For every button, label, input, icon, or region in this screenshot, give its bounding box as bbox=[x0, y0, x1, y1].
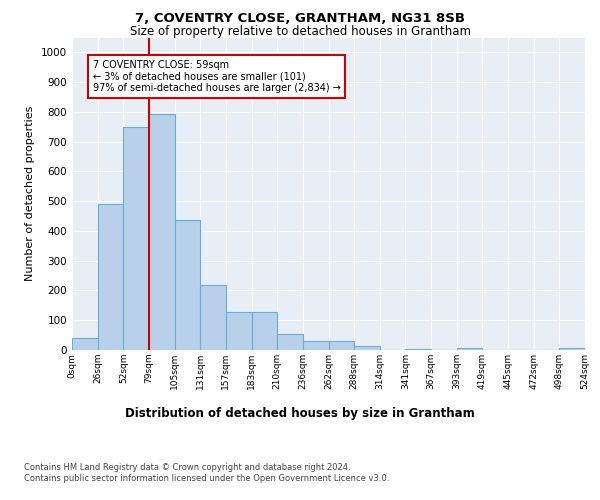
Bar bbox=[124, 128, 149, 350]
Text: Contains public sector information licensed under the Open Government Licence v3: Contains public sector information licen… bbox=[24, 474, 389, 483]
Bar bbox=[354, 346, 380, 350]
Y-axis label: Number of detached properties: Number of detached properties bbox=[25, 106, 35, 282]
Bar bbox=[329, 342, 354, 350]
Text: 7, COVENTRY CLOSE, GRANTHAM, NG31 8SB: 7, COVENTRY CLOSE, GRANTHAM, NG31 8SB bbox=[135, 12, 465, 26]
Bar bbox=[72, 338, 98, 350]
Bar bbox=[406, 348, 431, 350]
Bar bbox=[251, 312, 277, 350]
Bar bbox=[149, 114, 175, 350]
Bar bbox=[277, 334, 303, 350]
Bar bbox=[559, 348, 585, 350]
Text: Size of property relative to detached houses in Grantham: Size of property relative to detached ho… bbox=[130, 25, 470, 38]
Bar bbox=[226, 312, 251, 350]
Bar bbox=[175, 220, 200, 350]
Bar bbox=[457, 348, 482, 350]
Text: 7 COVENTRY CLOSE: 59sqm
← 3% of detached houses are smaller (101)
97% of semi-de: 7 COVENTRY CLOSE: 59sqm ← 3% of detached… bbox=[92, 60, 340, 93]
Text: Distribution of detached houses by size in Grantham: Distribution of detached houses by size … bbox=[125, 408, 475, 420]
Bar bbox=[200, 285, 226, 350]
Bar bbox=[98, 204, 124, 350]
Text: Contains HM Land Registry data © Crown copyright and database right 2024.: Contains HM Land Registry data © Crown c… bbox=[24, 462, 350, 471]
Bar bbox=[303, 342, 329, 350]
